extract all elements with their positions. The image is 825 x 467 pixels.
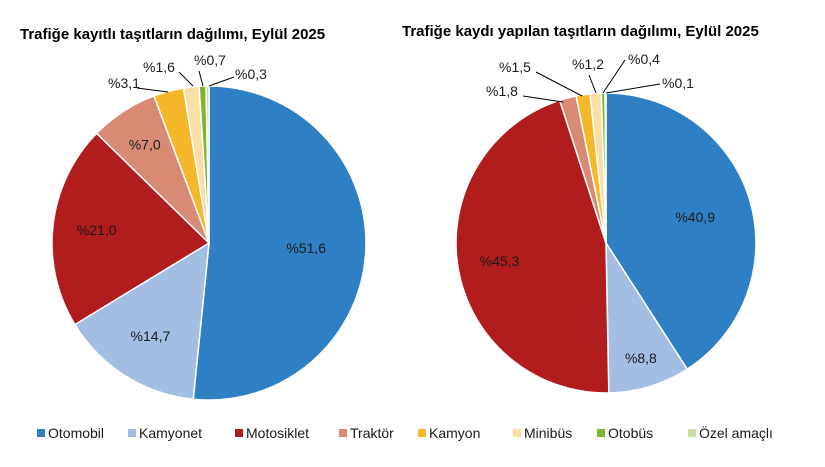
leader-line-2-7 — [602, 59, 626, 94]
data-label-1-6: %1,6 — [143, 59, 175, 75]
data-label-2-6: %1,2 — [572, 56, 604, 72]
leader-line-2-4 — [522, 95, 564, 103]
leader-line-1-7 — [198, 70, 204, 87]
pie-chart-registered: %51,6 %14,7 %21,0 %7,0 %3,1%1,6 %0,7 %0,3 — [51, 52, 367, 401]
leader-line-2-5 — [535, 71, 583, 97]
legend-label-2: Kamyonet — [139, 425, 202, 441]
leader-line-2-8 — [605, 83, 661, 94]
legend-swatch-3 — [235, 429, 243, 437]
legend-label-1: Otomobil — [48, 425, 104, 441]
chart-title-2: Trafiğe kaydı yapılan taşıtların dağılım… — [402, 23, 759, 40]
legend-swatch-5 — [418, 429, 426, 437]
legend-swatch-2 — [128, 429, 136, 437]
leader-line-1-5 — [136, 87, 169, 93]
pie-slice-2-kamyonet — [605, 240, 689, 394]
legend-label-3: Motosiklet — [246, 425, 309, 441]
data-label-1-4: %7,0 — [129, 136, 161, 152]
legend-label-4: Traktör — [350, 425, 394, 441]
data-label-2-5: %1,5 — [499, 59, 531, 75]
data-label-1-3: %21,0 — [77, 222, 117, 238]
data-label-1-5: %3,1 — [108, 75, 140, 91]
pie-slice-2-özel-amaçlı — [604, 92, 607, 244]
legend-swatch-7 — [597, 429, 605, 437]
legend-label-6: Minibüs — [524, 425, 572, 441]
legend-swatch-4 — [339, 429, 347, 437]
pie-slice-1-motosiklet — [51, 132, 211, 326]
data-label-1-7: %0,7 — [194, 52, 226, 68]
data-label-1-2: %14,7 — [131, 328, 171, 344]
pie-slice-1-özel-amaçlı — [205, 85, 210, 244]
pie-chart-new-registrations: %40,9 %8,8 %45,3 %1,8 %1,5 %1,2 %0,4%0,1 — [455, 51, 757, 394]
legend-label-5: Kamyon — [429, 425, 480, 441]
data-label-2-7: %0,4 — [628, 51, 660, 67]
data-label-1-8: %0,3 — [235, 66, 267, 82]
data-label-2-3: %45,3 — [480, 253, 520, 269]
chart-title-1: Trafiğe kayıtlı taşıtların dağılımı, Eyl… — [20, 26, 325, 43]
legend-label-8: Özel amaçlı — [699, 424, 773, 441]
data-label-2-4: %1,8 — [486, 83, 518, 99]
data-label-1-1: %51,6 — [286, 240, 326, 256]
leader-line-1-8 — [208, 76, 235, 87]
pie-slice-1-kamyonet — [73, 241, 210, 401]
legend-swatch-1 — [37, 429, 45, 437]
data-label-2-8: %0,1 — [662, 75, 694, 91]
data-label-2-1: %40,9 — [675, 209, 715, 225]
legend: Otomobil Kamyonet Motosiklet Traktör Kamyon M… — [37, 424, 773, 441]
leader-line-1-6 — [178, 71, 194, 87]
pie-slice-2-motosiklet — [455, 99, 610, 394]
leader-line-2-6 — [588, 74, 597, 94]
legend-label-7: Otobüs — [608, 425, 653, 441]
legend-swatch-8 — [688, 429, 696, 437]
pie-slice-1-otomobil — [192, 85, 367, 401]
legend-swatch-6 — [513, 429, 521, 437]
data-label-2-2: %8,8 — [625, 350, 657, 366]
